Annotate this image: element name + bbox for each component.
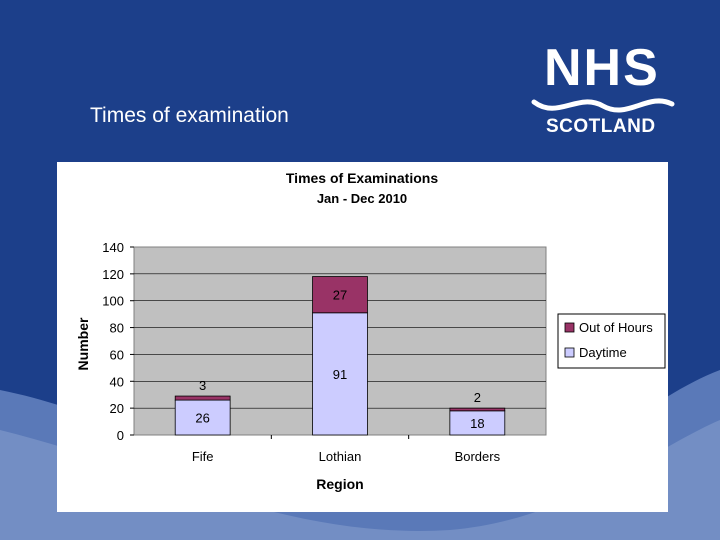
logo-nhs-text: NHS [544,39,660,97]
legend-label: Out of Hours [579,320,653,335]
x-tick-label: Borders [455,449,501,464]
y-tick-label: 40 [110,374,124,389]
y-axis-title: Number [75,317,91,370]
y-tick-label: 100 [102,294,124,309]
x-axis-labels: Fife Lothian Borders [192,435,501,464]
legend-swatch [564,347,575,358]
slide-title: Times of examination [90,104,289,127]
legend-swatch [564,322,575,333]
y-tick-label: 60 [110,347,124,362]
data-label: 18 [470,416,484,431]
y-tick-label: 140 [102,240,124,255]
y-tick-label: 0 [117,428,124,443]
bar-fife-daytime [174,399,231,436]
bar-fife-out-of-hours [174,395,231,401]
bar-lothian-out-of-hours [312,276,368,314]
x-tick-label: Lothian [319,449,362,464]
data-label: 91 [333,367,347,382]
bar-lothian-daytime [312,312,368,436]
logo-wave-icon [531,98,675,113]
stacked-bar-chart: Times of Examinations Jan - Dec 2010 020… [75,170,666,492]
data-label: 27 [333,288,347,303]
x-axis-title: Region [316,476,363,492]
data-labels: 26 3 91 27 18 2 [195,288,484,431]
nhs-scotland-logo: NHS SCOTLAND [528,38,678,143]
y-tick-label: 120 [102,267,124,282]
bars [174,276,506,436]
x-tick-label: Fife [192,449,214,464]
chart-title: Times of Examinations [286,170,438,186]
y-tick-label: 20 [110,401,124,416]
chart-subtitle: Jan - Dec 2010 [317,191,407,206]
data-label: 2 [474,390,481,405]
bar-borders-out-of-hours [449,407,506,412]
legend-box [557,313,666,369]
chart-container: Times of Examinations Jan - Dec 2010 0 20… [57,162,668,512]
data-label: 26 [195,411,209,426]
y-tick-label: 80 [110,321,124,336]
y-axis-ticks: 0 20 40 60 80 100 120 140 [102,240,124,443]
logo-scotland-text: SCOTLAND [546,116,656,137]
legend: Out of Hours Daytime [557,313,666,369]
legend-label: Daytime [579,345,627,360]
data-label: 3 [199,378,206,393]
